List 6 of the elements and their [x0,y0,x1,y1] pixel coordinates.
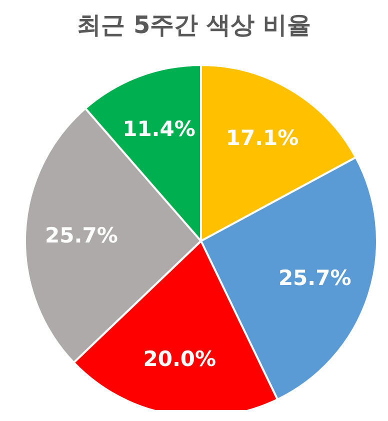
data-label: 17.1% [226,126,299,150]
data-label: 11.4% [122,116,196,141]
data-label: 20.0% [143,346,216,371]
chart-title: 최근 5주간 색상 비율 [76,10,312,41]
data-label: 25.7% [278,266,352,290]
data-label: 25.7% [45,224,118,248]
